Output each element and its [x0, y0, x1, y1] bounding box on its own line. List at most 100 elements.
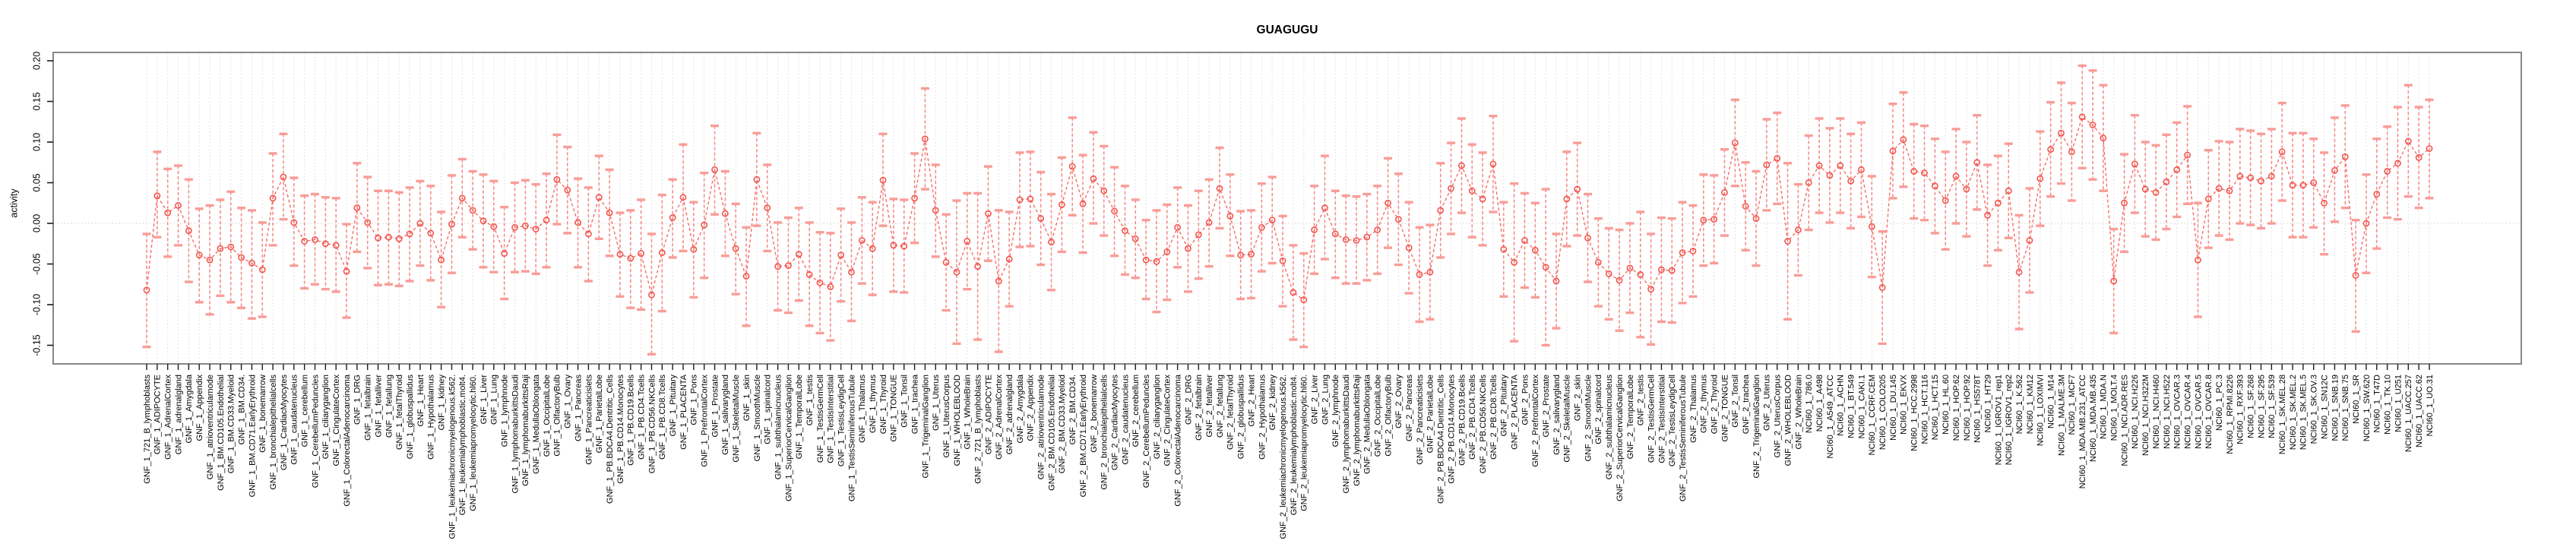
data-point — [143, 286, 150, 294]
data-point — [2015, 268, 2023, 276]
x-tick-label: NCI60_1_HOP.92 — [1963, 375, 1972, 441]
data-point — [648, 291, 655, 299]
x-tick-label: GNF_2_UterusCorpus — [1774, 375, 1783, 458]
data-point — [1910, 168, 1918, 175]
x-tick-label: GNF_1_bronchialepithelialcells — [269, 375, 278, 490]
x-tick-label: GNF_1_PB.BDCA4.Dentritic_Cells — [606, 375, 615, 504]
x-tick-label: GNF_1_Pons — [690, 375, 699, 425]
x-tick-label: GNF_1_Uterus — [932, 375, 941, 431]
x-tick-label: GNF_1_fetalliver — [374, 375, 383, 438]
x-tick-label: NCI60_1_SN12C — [2320, 375, 2329, 439]
data-point — [1131, 235, 1139, 242]
data-point — [711, 166, 718, 173]
data-point — [2373, 191, 2381, 198]
x-tick-label: GNF_2_testis — [1637, 375, 1646, 426]
data-point — [1279, 257, 1286, 264]
data-point — [785, 262, 792, 270]
x-tick-label: GNF_2_Appendix — [1027, 375, 1036, 441]
x-tick-label: GNF_1_adrenalgland — [174, 375, 183, 454]
data-point — [2247, 174, 2255, 182]
x-tick-label: GNF_1_Hypothalamus — [427, 375, 436, 460]
x-tick-label: NCI60_1_OVCAR.5 — [2194, 375, 2203, 449]
x-tick-label: GNF_2_TestisInterstitial — [1657, 375, 1666, 463]
data-point — [1205, 219, 1213, 226]
data-point — [2131, 160, 2138, 168]
x-tick-label: GNF_1_Amygdala — [185, 374, 194, 443]
x-tick-label: GNF_2_Tonsil — [1731, 375, 1740, 428]
x-tick-label: NCI60_1_OVCAR.8 — [2204, 375, 2214, 449]
x-tick-label: GNF_1_SkeletalMuscle — [732, 375, 741, 463]
data-point — [2289, 182, 2296, 189]
data-point — [742, 273, 750, 280]
x-tick-label: GNF_2_BM.CD71.EarlyErythroid — [1079, 375, 1088, 497]
x-tick-label: GNF_1_PB.CD56.NKCells — [647, 375, 657, 474]
x-tick-label: NCI60_1_A498 — [1815, 375, 1824, 432]
x-tick-label: GNF_1_ColorectalAdenocarcinoma — [343, 374, 352, 507]
x-tick-label: GNF_1_kidney — [437, 375, 446, 431]
data-point — [848, 268, 855, 276]
data-point — [280, 173, 287, 181]
x-tick-label: NCI60_1_EKVX — [1900, 374, 1909, 435]
data-point — [1963, 185, 1970, 193]
data-point — [606, 209, 613, 217]
data-point — [858, 237, 866, 244]
x-tick-label: GNF_2_CerebellumPeduncles — [1142, 375, 1151, 489]
data-point — [1331, 230, 1339, 238]
x-tick-label: GNF_1_TestisLeydigCell — [837, 375, 847, 466]
x-tick-label: NCI60_1_HCC.2998 — [1910, 375, 1919, 451]
data-point — [2036, 175, 2044, 182]
x-tick-label: NCI60_1_CCRF.CEM — [1868, 375, 1877, 455]
x-tick-label: NCI60_1_SK.MEL.5 — [2299, 375, 2309, 450]
x-tick-label: GNF_1_TONGUE — [890, 375, 899, 441]
x-tick-label: GNF_1_testis — [805, 375, 815, 426]
x-tick-label: GNF_2_TestisSeminiferousTubule — [1679, 375, 1688, 501]
data-point — [2321, 199, 2328, 207]
x-tick-label: GNF_1_TestisInterstitial — [827, 375, 836, 463]
data-point — [1100, 187, 1108, 194]
data-point — [2352, 272, 2359, 279]
x-tick-label: NCI60_1_IGROV1_rep2 — [2005, 375, 2014, 465]
x-tick-label: NCI60_1_ACHN — [1837, 375, 1846, 436]
data-point — [1721, 188, 1728, 196]
x-tick-label: GNF_1_PB.CD4.Tcells — [637, 375, 646, 460]
x-tick-label: GNF_2_leukemialymphoblastic.molt4. — [1290, 375, 1299, 515]
data-point — [2299, 182, 2307, 189]
data-point — [1531, 246, 1539, 254]
data-point — [837, 251, 845, 259]
y-tick-label: 0.20 — [31, 52, 42, 70]
x-tick-label: GNF_1_TemporalLobe — [795, 375, 804, 459]
x-tick-label: GNF_1_Prostate — [710, 375, 720, 438]
x-tick-label: GNF_1_lymphnode — [501, 375, 510, 447]
x-tick-label: GNF_1_salivarygland — [721, 375, 730, 455]
x-tick-label: GNF_1_BM.CD33.Myeloid — [227, 375, 236, 473]
x-tick-label: NCI60_1_MDA.MB.435 — [2089, 375, 2098, 462]
data-point — [2215, 185, 2223, 192]
data-point — [1163, 248, 1171, 255]
data-point — [2121, 199, 2128, 207]
x-tick-label: GNF_1_PB.CD19.Bcells — [627, 375, 636, 466]
data-point — [595, 194, 603, 201]
x-tick-label: GNF_2_Thyroid — [1710, 375, 1720, 434]
data-point — [1784, 238, 1791, 245]
x-tick-label: GNF_1_Pituitary — [669, 375, 678, 437]
data-point — [2089, 122, 2097, 128]
x-tick-label: NCI60_1_TK.10 — [2383, 375, 2392, 435]
x-tick-label: GNF_1_fetalThyroid — [395, 375, 404, 450]
x-tick-label: GNF_2_leukemiachronicmyelogenous.k562. — [1279, 375, 1288, 539]
data-point — [185, 227, 192, 235]
x-tick-label: NCI60_1_HS578T — [1973, 375, 1983, 443]
data-point — [1763, 161, 1771, 169]
data-point — [627, 255, 635, 262]
data-point — [1027, 195, 1034, 203]
x-tick-label: NCI60_1_SR — [2352, 375, 2361, 424]
data-point — [501, 250, 508, 257]
x-tick-label: GNF_1_Ovary — [564, 375, 573, 428]
x-tick-label: GNF_1_CerebellumPeduncles — [311, 375, 320, 489]
x-tick-label: NCI60_1_UACC.62 — [2415, 375, 2424, 447]
y-tick-label: -0.05 — [31, 253, 42, 275]
x-tick-label: GNF_2_SkeletalMuscle — [1563, 375, 1572, 463]
data-point — [1374, 226, 1381, 233]
x-tick-label: GNF_2_ColorectalAdenocarcinoma — [1173, 374, 1182, 507]
data-point — [1605, 270, 1612, 277]
data-point — [1005, 255, 1013, 263]
